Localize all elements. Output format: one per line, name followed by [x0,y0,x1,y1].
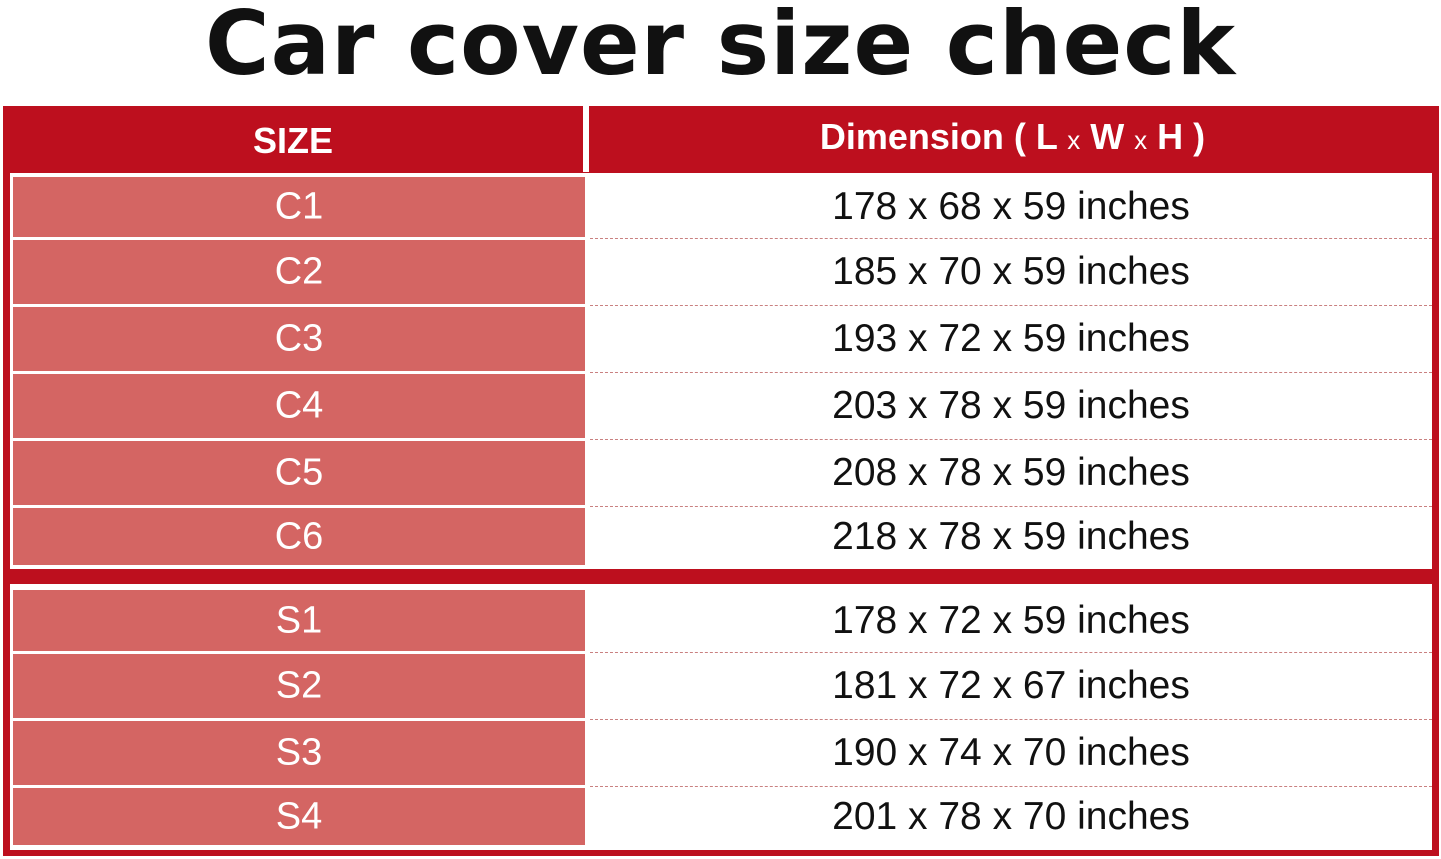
dimension-value: 178 x 72 x 59 inches [832,598,1190,642]
size-cell: S2 [13,654,585,718]
column-header-dimension: Dimension ( L x W x H ) [590,106,1435,172]
table-row: C4 203 x 78 x 59 inches [10,374,1432,438]
size-label: C5 [274,451,324,494]
dimension-value: 201 x 78 x 70 inches [832,794,1190,838]
dimension-cell: 203 x 78 x 59 inches [590,374,1432,438]
dimension-cell: 208 x 78 x 59 inches [590,441,1432,505]
size-label: C2 [274,250,324,293]
dimension-cell: 178 x 68 x 59 inches [590,177,1432,237]
dimension-cell: 218 x 78 x 59 inches [590,508,1432,565]
size-label: C1 [274,185,324,228]
dimension-value: 218 x 78 x 59 inches [832,514,1190,558]
size-label: S3 [275,731,323,774]
row-divider [590,372,1432,373]
s-series-block: S1 178 x 72 x 59 inches S2 181 x 72 x 67 … [10,584,1432,850]
dimension-value: 185 x 70 x 59 inches [832,250,1190,293]
size-cell: C2 [13,240,585,304]
dimension-value: 181 x 72 x 67 inches [832,664,1190,707]
size-cell: C6 [13,508,585,565]
header-divider [583,106,589,172]
size-label: S2 [275,664,323,707]
table-row: C5 208 x 78 x 59 inches [10,441,1432,505]
table-row: C1 178 x 68 x 59 inches [10,177,1432,237]
header-x: x [1134,125,1148,155]
page-title: Car cover size check [205,0,1236,95]
size-label: C3 [274,317,324,360]
header-x: x [1067,125,1081,155]
header-text: W [1080,116,1135,157]
c-series-block: C1 178 x 68 x 59 inches C2 185 x 70 x 59 … [10,173,1432,569]
size-label: C6 [274,515,324,557]
dimension-cell: 201 x 78 x 70 inches [590,788,1432,845]
row-divider [590,719,1432,720]
dimension-cell: 193 x 72 x 59 inches [590,307,1432,371]
dimension-cell: 185 x 70 x 59 inches [590,240,1432,304]
size-label: S1 [275,599,323,641]
dimension-cell: 190 x 74 x 70 inches [590,721,1432,785]
dimension-value: 193 x 72 x 59 inches [832,317,1190,360]
row-divider [590,439,1432,440]
dimension-value: 190 x 74 x 70 inches [832,731,1190,774]
size-cell: C1 [13,177,585,237]
row-divider [590,305,1432,306]
size-label: C4 [274,384,324,427]
row-divider [590,506,1432,507]
dimension-value: 203 x 78 x 59 inches [832,384,1190,427]
table-row: S3 190 x 74 x 70 inches [10,721,1432,785]
size-cell: S1 [13,590,585,651]
size-cell: C5 [13,441,585,505]
size-cell: S4 [13,788,585,845]
table-row: S4 201 x 78 x 70 inches [10,788,1432,845]
dimension-value: 208 x 78 x 59 inches [832,451,1190,494]
size-table: SIZE Dimension ( L x W x H ) C1 178 x 68… [3,106,1439,856]
table-row: C2 185 x 70 x 59 inches [10,240,1432,304]
table-row: C6 218 x 78 x 59 inches [10,508,1432,565]
size-cell: C4 [13,374,585,438]
row-divider [590,238,1432,239]
size-cell: C3 [13,307,585,371]
header-text: H ) [1147,116,1206,157]
dimension-cell: 181 x 72 x 67 inches [590,654,1432,718]
dimension-value: 178 x 68 x 59 inches [832,185,1190,228]
size-cell: S3 [13,721,585,785]
size-label: S4 [275,795,323,837]
table-row: C3 193 x 72 x 59 inches [10,307,1432,371]
table-row: S1 178 x 72 x 59 inches [10,590,1432,651]
table-row: S2 181 x 72 x 67 inches [10,654,1432,718]
dimension-cell: 178 x 72 x 59 inches [590,590,1432,651]
row-divider [590,652,1432,653]
row-divider [590,786,1432,787]
column-header-size: SIZE [252,120,333,161]
header-text: Dimension ( L [819,116,1068,157]
